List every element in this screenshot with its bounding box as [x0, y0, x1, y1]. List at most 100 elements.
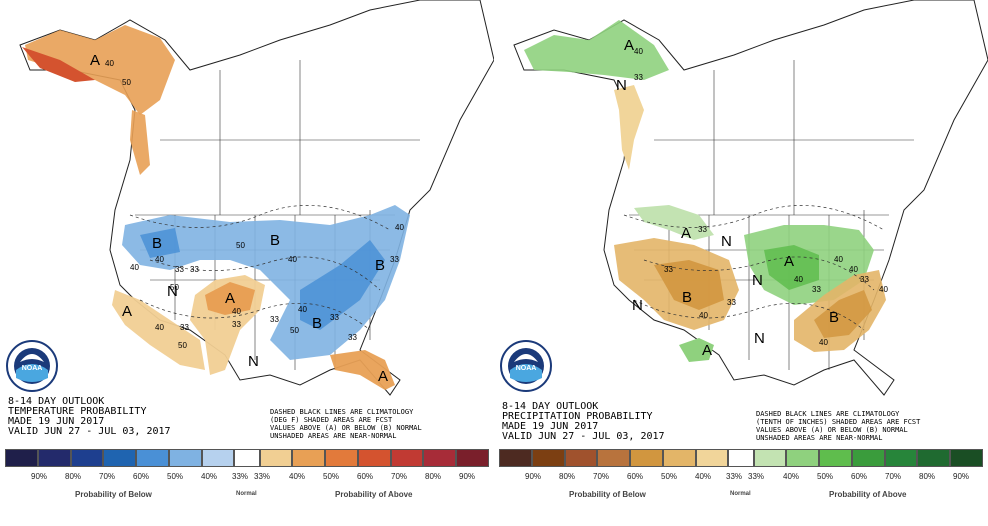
- legend-swatch: [136, 449, 169, 467]
- legend-swatch-normal: [234, 449, 260, 467]
- map-contour-label: 33: [664, 265, 673, 274]
- map-label: A: [681, 225, 691, 242]
- legend-swatch: [884, 449, 918, 467]
- area-above-alaska: [25, 25, 175, 115]
- map-contour-label: 33: [330, 313, 339, 322]
- note-line: UNSHADED AREAS ARE NEAR-NORMAL: [270, 432, 397, 440]
- map-label: A: [378, 368, 388, 385]
- area-above-florida: [330, 350, 395, 390]
- area-above-midwest-core: [764, 245, 819, 290]
- map-contour-label: 40: [232, 307, 241, 316]
- note-line: VALUES ABOVE (A) OR BELOW (B) NORMAL: [270, 424, 422, 432]
- temperature-map: A B B B A A A N N B 40 50 40 40 50 33 40…: [19, 0, 494, 396]
- legend-label: 90%: [524, 472, 542, 481]
- legend-caption-below: Probability of Below: [75, 490, 152, 499]
- noaa-logo-text: NOAA: [516, 365, 537, 372]
- legend-label: 80%: [558, 472, 576, 481]
- precipitation-legend-bar: [499, 449, 984, 467]
- legend-caption-above: Probability of Above: [335, 490, 413, 499]
- outlook-valid: VALID JUN 27 - JUL 03, 2017: [502, 431, 665, 442]
- map-label: N: [721, 233, 732, 250]
- legend-label: 50%: [660, 472, 678, 481]
- precipitation-map: A N A N A B B A N N N 40 33 33 40 40 33 …: [513, 0, 988, 396]
- legend-swatch: [423, 449, 457, 467]
- temperature-info-block: 8-14 DAY OUTLOOK TEMPERATURE PROBABILITY…: [8, 397, 171, 437]
- map-contour-label: 33: [698, 225, 707, 234]
- legend-label: 60%: [850, 472, 868, 481]
- map-contour-label: 40: [288, 255, 297, 264]
- climatology-lines: [623, 205, 885, 331]
- map-contour-label: 40: [794, 275, 803, 284]
- legend-swatch: [917, 449, 951, 467]
- legend-swatch: [786, 449, 820, 467]
- precipitation-legend-labels: 90% 80% 70% 60% 50% 40% 33% 33% 40% 50% …: [499, 472, 983, 482]
- legend-label: 70%: [98, 472, 116, 481]
- area-above-bc-coast: [130, 110, 150, 175]
- map-contour-label: 33: [860, 275, 869, 284]
- legend-swatch: [456, 449, 490, 467]
- legend-swatch: [390, 449, 424, 467]
- legend-swatch: [201, 449, 235, 467]
- legend-swatch: [70, 449, 104, 467]
- map-label: A: [225, 290, 235, 307]
- outlook-made: MADE 19 JUN 2017: [8, 416, 105, 427]
- area-above-southwest: [112, 290, 205, 370]
- area-below-west-core: [654, 260, 724, 310]
- precipitation-outlook-panel: A N A N A B B A N N N 40 33 33 40 40 33 …: [494, 0, 988, 526]
- legend-swatch: [259, 449, 293, 467]
- note-line: VALUES ABOVE (A) OR BELOW (B) NORMAL: [756, 426, 908, 434]
- legend-swatch: [819, 449, 852, 467]
- map-contour-label: 33: [727, 298, 736, 307]
- precipitation-info-block: 8-14 DAY OUTLOOK PRECIPITATION PROBABILI…: [502, 402, 665, 442]
- legend-swatch-normal: [728, 449, 754, 467]
- legend-swatch: [753, 449, 787, 467]
- map-contour-label: 40: [634, 47, 643, 56]
- map-contour-label: 40: [849, 265, 858, 274]
- map-label: N: [616, 77, 627, 94]
- note-line: (TENTH OF INCHES) SHADED AREAS ARE FCST: [756, 418, 921, 426]
- map-contour-label: 40: [155, 255, 164, 264]
- map-label: A: [702, 342, 712, 359]
- map-contour-label: 40: [298, 305, 307, 314]
- temperature-legend-bar: [5, 449, 490, 467]
- legend-label: 33%: [747, 472, 765, 481]
- legend-label: 80%: [64, 472, 82, 481]
- map-contour-label: 40: [105, 59, 114, 68]
- legend-swatch: [37, 449, 71, 467]
- outlook-subtitle: PRECIPITATION PROBABILITY: [502, 411, 653, 422]
- map-label: A: [90, 52, 100, 69]
- legend-caption-below: Probability of Below: [569, 490, 646, 499]
- map-contour-label: 33: [190, 265, 199, 274]
- map-contour-label: 33: [180, 323, 189, 332]
- legend-label: 90%: [952, 472, 970, 481]
- map-contour-label: 50: [236, 241, 245, 250]
- map-contour-label: 33: [390, 255, 399, 264]
- map-contour-label: 33: [812, 285, 821, 294]
- legend-label: 70%: [592, 472, 610, 481]
- legend-label: 33%: [253, 472, 271, 481]
- area-below-main: [122, 205, 410, 360]
- legend-swatch: [630, 449, 663, 467]
- map-contour-label: 33: [232, 320, 241, 329]
- legend-swatch: [597, 449, 631, 467]
- map-contour-label: 33: [634, 73, 643, 82]
- legend-label: 80%: [424, 472, 442, 481]
- legend-swatch: [564, 449, 598, 467]
- legend-label: 60%: [626, 472, 644, 481]
- area-above-plains-core: [205, 282, 255, 315]
- area-above-alaska: [524, 20, 669, 80]
- climatology-lines: [129, 205, 391, 331]
- area-below-alaska-coast: [614, 85, 644, 170]
- map-label: N: [167, 283, 178, 300]
- legend-swatch: [168, 449, 202, 467]
- map-contour-label: 33: [270, 315, 279, 324]
- map-contour-label: 40: [699, 311, 708, 320]
- legend-swatch: [292, 449, 326, 467]
- outlook-title: 8-14 DAY OUTLOOK: [8, 396, 105, 407]
- legend-label: 33%: [725, 472, 743, 481]
- legend-swatch: [950, 449, 984, 467]
- area-below-core: [140, 228, 180, 258]
- map-label: B: [312, 315, 322, 332]
- map-contour-label: 50: [178, 341, 187, 350]
- map-label: B: [829, 309, 839, 326]
